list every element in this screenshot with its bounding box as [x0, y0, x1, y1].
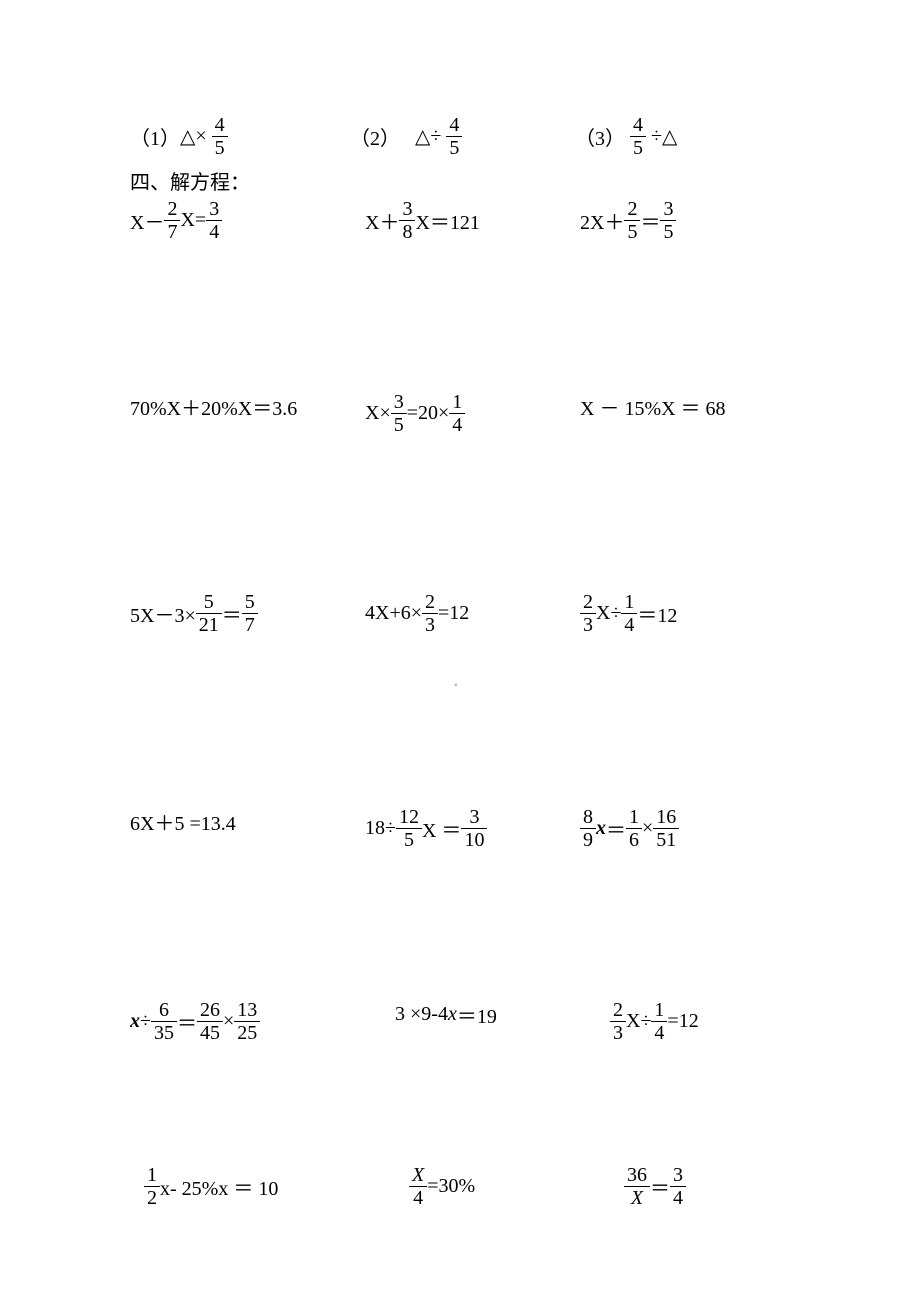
triangle-icon: △ [662, 124, 677, 149]
row-gap [130, 635, 800, 807]
eq-row-5: x ÷ 635＝2645×1325 3 ×9-4x＝19 23X÷14=12 [130, 1000, 800, 1043]
row-gap [130, 850, 800, 1000]
eq-5b: 3 ×9-4x＝19 [365, 1000, 610, 1029]
triangle-icon: △ [415, 124, 430, 149]
fraction: 45 [446, 115, 462, 158]
eq-2c: X － 15%X ＝ 68 [580, 392, 800, 421]
eq-6c: 36X ＝ 34 [624, 1165, 844, 1208]
top-item-2: （2） △÷ 45 [350, 115, 575, 158]
row-gap [130, 242, 800, 392]
op-div: ÷ [430, 125, 441, 148]
eq-row-2: 70%X＋20%X＝3.6 X×35=20×14 X － 15%X ＝ 68 [130, 392, 800, 435]
eq-2a: 70%X＋20%X＝3.6 [130, 392, 365, 421]
eq-row-6: 12x- 25%x ＝ 10 X4=30% 36X ＝ 34 [130, 1165, 800, 1208]
eq-5c: 23X÷14=12 [610, 1000, 830, 1043]
eq-1a: X－ 27X=34 [130, 199, 365, 242]
eq-4c: 89 x ＝ 16×1651 [580, 807, 800, 850]
eq-6b: X4=30% [379, 1165, 624, 1208]
label-2: （2） [350, 122, 400, 151]
row-gap [130, 1043, 800, 1165]
top-item-3: （3） 45 ÷△ [575, 115, 800, 158]
section-title: 四、解方程： [130, 166, 800, 195]
eq-row-3: 5X－3×521＝57 4X+6×23=12 23X÷14＝12 [130, 592, 800, 635]
eq-3c: 23X÷14＝12 [580, 592, 800, 635]
label-3: （3） [575, 122, 625, 151]
eq-3b: 4X+6×23=12 [365, 592, 580, 635]
watermark-icon: ▪ [454, 680, 462, 688]
eq-1b: X＋38X＝121 [365, 199, 580, 242]
content-area: （1）△× 45 （2） △÷ 45 （3） 45 ÷△ 四、解方程： X－ 2… [130, 115, 800, 1208]
x-variable: x [130, 1010, 140, 1033]
eq-2b: X×35=20×14 [365, 392, 580, 435]
eq-4a: 6X＋5 =13.4 [130, 807, 365, 836]
eq-6a: 12x- 25%x ＝ 10 [130, 1165, 379, 1208]
fraction: 45 [212, 115, 228, 158]
eq-5a: x ÷ 635＝2645×1325 [130, 1000, 365, 1043]
top-row: （1）△× 45 （2） △÷ 45 （3） 45 ÷△ [130, 115, 800, 158]
eq-row-4: 6X＋5 =13.4 18÷125X ＝310 89 x ＝ 16×1651 [130, 807, 800, 850]
eq-1c: 2X＋25＝ 35 [580, 199, 800, 242]
page: （1）△× 45 （2） △÷ 45 （3） 45 ÷△ 四、解方程： X－ 2… [0, 0, 920, 1302]
op-mult: × [195, 125, 206, 148]
fraction: 45 [630, 115, 646, 158]
label-1: （1） [130, 122, 180, 151]
triangle-icon: △ [180, 124, 195, 149]
eq-row-1: X－ 27X=34 X＋38X＝121 2X＋25＝ 35 [130, 199, 800, 242]
row-gap [130, 435, 800, 592]
eq-3a: 5X－3×521＝57 [130, 592, 365, 635]
x-variable: x [596, 817, 606, 840]
top-item-1: （1）△× 45 [130, 115, 350, 158]
eq-4b: 18÷125X ＝310 [365, 807, 580, 850]
op-div: ÷ [651, 125, 662, 148]
